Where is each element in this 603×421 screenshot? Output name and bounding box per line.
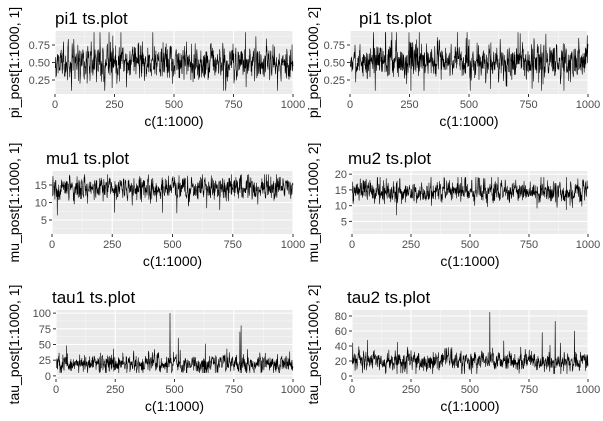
trace-panel-pi1-col2: pi1 ts.plot c(1:1000) pi_post[1:1000, 2]… bbox=[305, 7, 600, 129]
y-tick-label: 0.50 bbox=[324, 58, 345, 70]
x-tick-label: 750 bbox=[520, 239, 538, 251]
y-tick-label: 25 bbox=[39, 355, 51, 367]
trace-panel-tau1: tau1 ts.plot c(1:1000) tau_post[1:1000, … bbox=[6, 285, 305, 414]
x-tick-label: 250 bbox=[402, 239, 420, 251]
y-axis-label: mu_post[1:1000, 2] bbox=[305, 143, 321, 263]
x-tick-label: 750 bbox=[224, 239, 242, 251]
grid-lines bbox=[51, 171, 294, 234]
x-tick-label: 250 bbox=[106, 384, 124, 396]
x-tick-label: 500 bbox=[461, 384, 479, 396]
x-tick-label: 0 bbox=[49, 239, 55, 251]
x-tick-label: 750 bbox=[225, 384, 243, 396]
x-axis-label: c(1:1000) bbox=[440, 398, 499, 414]
trace-panel-mu1: mu1 ts.plot c(1:1000) mu_post[1:1000, 1]… bbox=[6, 143, 305, 269]
y-tick-label: 15 bbox=[35, 180, 47, 192]
x-tick-label: 1000 bbox=[576, 99, 600, 111]
y-tick-label: 5 bbox=[341, 216, 347, 228]
panel-title: mu1 ts.plot bbox=[46, 149, 129, 168]
x-tick-label: 500 bbox=[461, 239, 479, 251]
x-tick-label: 0 bbox=[347, 99, 353, 111]
panel-title: pi1 ts.plot bbox=[359, 9, 432, 28]
y-tick-label: 50 bbox=[39, 340, 51, 352]
x-axis-label: c(1:1000) bbox=[145, 398, 204, 414]
y-tick-label: 15 bbox=[335, 185, 347, 197]
y-tick-label: 75 bbox=[39, 324, 51, 336]
x-axis-label: c(1:1000) bbox=[440, 253, 499, 269]
y-axis-label: tau_post[1:1000, 2] bbox=[305, 285, 321, 405]
trace-series-line bbox=[55, 312, 294, 374]
y-axis-label: mu_post[1:1000, 1] bbox=[6, 143, 22, 263]
x-tick-label: 750 bbox=[224, 99, 242, 111]
panel-title: pi1 ts.plot bbox=[55, 9, 128, 28]
y-tick-label: 0.25 bbox=[29, 75, 50, 87]
trace-series-line bbox=[349, 32, 589, 91]
x-tick-label: 1000 bbox=[281, 239, 305, 251]
x-tick-label: 0 bbox=[52, 99, 58, 111]
x-axis-label: c(1:1000) bbox=[144, 113, 203, 129]
y-tick-label: 20 bbox=[335, 169, 347, 181]
x-tick-label: 1000 bbox=[576, 384, 600, 396]
y-tick-label: 0 bbox=[45, 371, 51, 383]
x-tick-label: 0 bbox=[53, 384, 59, 396]
x-tick-label: 0 bbox=[349, 384, 355, 396]
x-tick-label: 250 bbox=[103, 239, 121, 251]
x-tick-label: 750 bbox=[520, 384, 538, 396]
y-tick-label: 40 bbox=[335, 341, 347, 353]
x-tick-label: 500 bbox=[165, 99, 183, 111]
trace-panel-pi1-col1: pi1 ts.plot c(1:1000) pi_post[1:1000, 1]… bbox=[6, 7, 305, 129]
trace-series-line bbox=[351, 311, 589, 375]
x-tick-label: 500 bbox=[163, 239, 181, 251]
y-tick-label: 0.75 bbox=[324, 40, 345, 52]
trace-panel-mu2: mu2 ts.plot c(1:1000) mu_post[1:1000, 2]… bbox=[305, 143, 600, 269]
x-tick-label: 1000 bbox=[576, 239, 600, 251]
x-tick-label: 500 bbox=[165, 384, 183, 396]
x-tick-label: 250 bbox=[402, 384, 420, 396]
panel-title: tau2 ts.plot bbox=[347, 288, 430, 307]
trace-panel-tau2: tau2 ts.plot c(1:1000) tau_post[1:1000, … bbox=[305, 285, 600, 414]
panel-title: tau1 ts.plot bbox=[52, 288, 135, 307]
trace-series-line bbox=[51, 174, 294, 216]
y-axis-label: tau_post[1:1000, 1] bbox=[6, 285, 22, 405]
trace-series-line bbox=[54, 32, 294, 91]
y-tick-label: 20 bbox=[335, 356, 347, 368]
y-tick-label: 10 bbox=[35, 198, 47, 210]
panel-title: mu2 ts.plot bbox=[348, 149, 431, 168]
x-tick-label: 1000 bbox=[281, 384, 305, 396]
x-tick-label: 250 bbox=[400, 99, 418, 111]
y-tick-label: 80 bbox=[335, 311, 347, 323]
y-tick-label: 5 bbox=[41, 215, 47, 227]
y-tick-label: 0.75 bbox=[29, 40, 50, 52]
x-tick-label: 0 bbox=[349, 239, 355, 251]
y-tick-label: 100 bbox=[33, 308, 51, 320]
y-tick-label: 0.50 bbox=[29, 58, 50, 70]
y-tick-label: 60 bbox=[335, 326, 347, 338]
x-tick-label: 250 bbox=[105, 99, 123, 111]
y-axis-label: pi_post[1:1000, 2] bbox=[305, 7, 321, 118]
y-tick-label: 0.25 bbox=[324, 75, 345, 87]
y-tick-label: 10 bbox=[335, 201, 347, 213]
y-axis-label: pi_post[1:1000, 1] bbox=[6, 7, 22, 118]
x-tick-label: 1000 bbox=[281, 99, 305, 111]
y-tick-label: 0 bbox=[341, 371, 347, 383]
trace-series-line bbox=[352, 177, 589, 216]
x-tick-label: 750 bbox=[519, 99, 537, 111]
x-axis-label: c(1:1000) bbox=[143, 253, 202, 269]
x-axis-label: c(1:1000) bbox=[439, 113, 498, 129]
x-tick-label: 500 bbox=[460, 99, 478, 111]
